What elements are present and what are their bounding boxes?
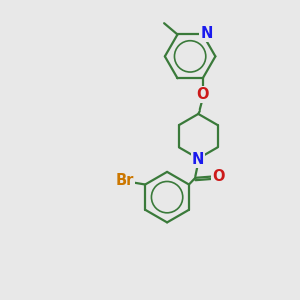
Text: N: N xyxy=(200,26,212,41)
Text: O: O xyxy=(212,169,224,184)
Text: Br: Br xyxy=(116,173,134,188)
Text: N: N xyxy=(192,152,205,167)
Text: O: O xyxy=(196,87,209,102)
